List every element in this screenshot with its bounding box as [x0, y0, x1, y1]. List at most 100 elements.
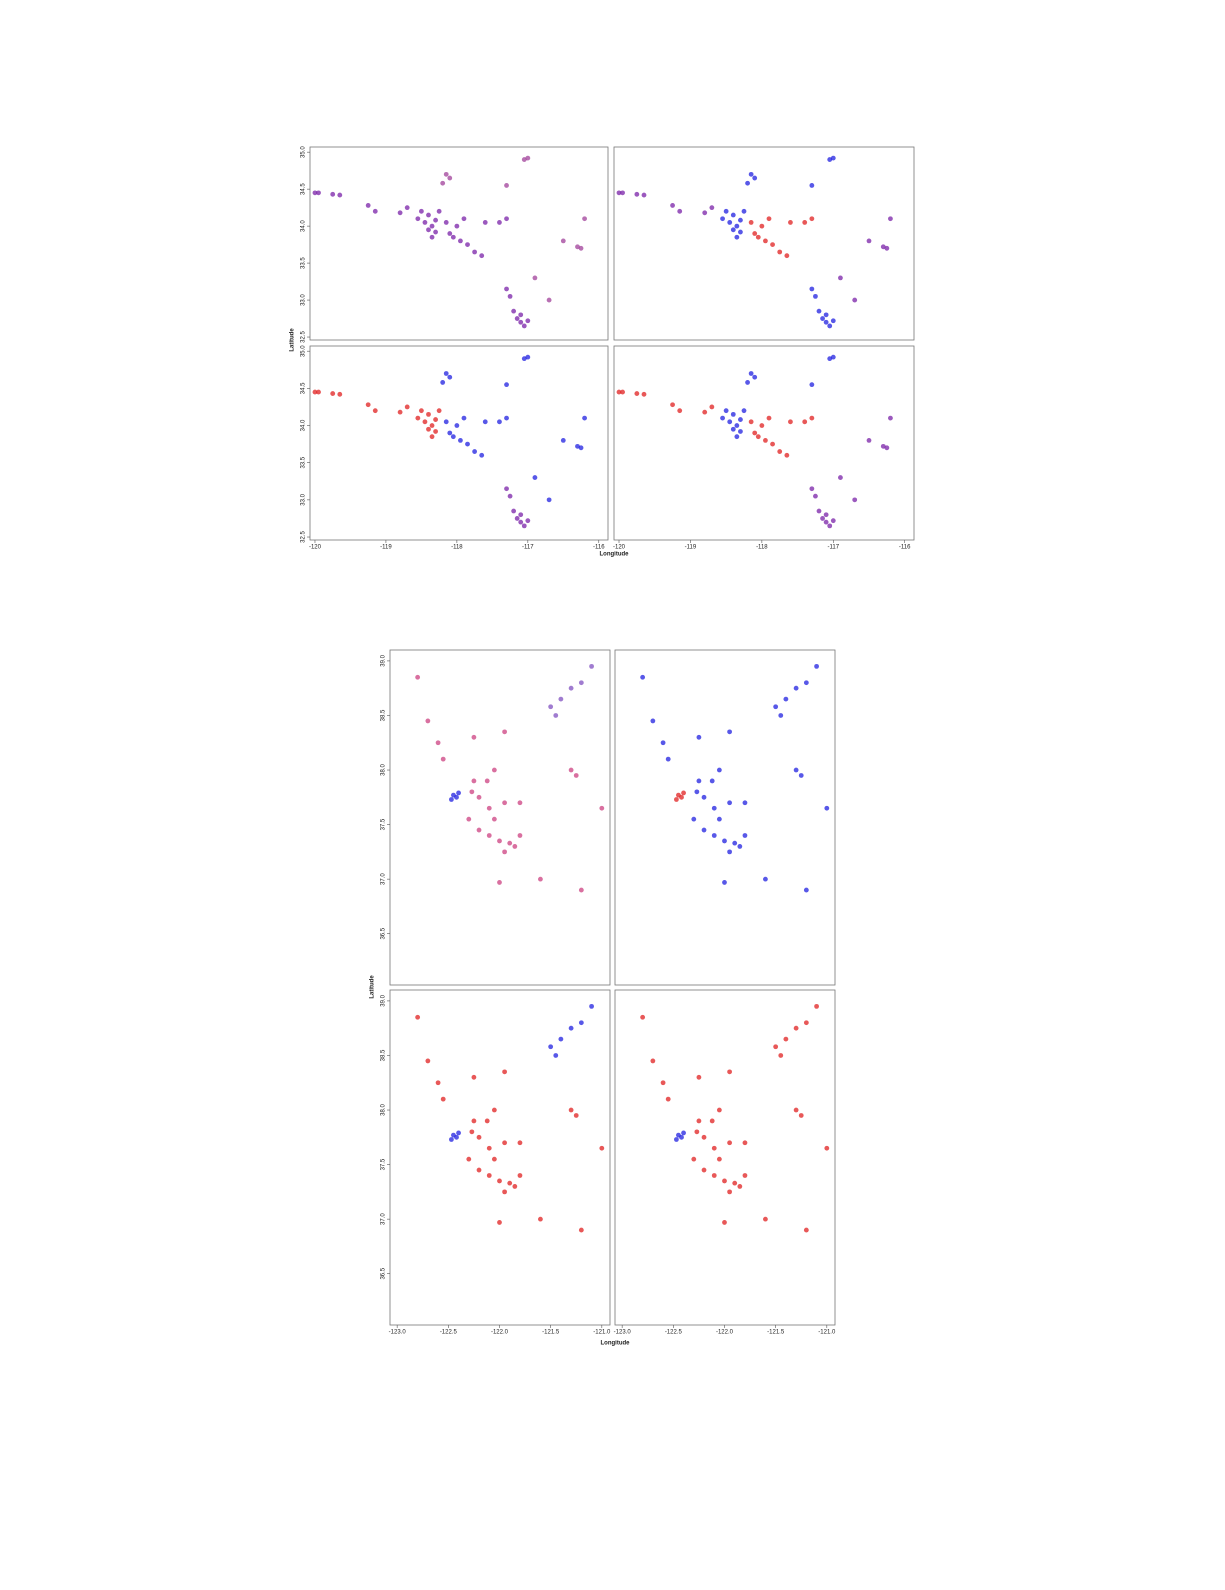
point [548, 1044, 554, 1050]
point [518, 319, 524, 325]
point [471, 734, 477, 740]
point [436, 208, 442, 214]
point [694, 1129, 700, 1135]
point [830, 354, 836, 360]
point [372, 408, 378, 414]
point [737, 1184, 743, 1189]
point [436, 408, 442, 414]
point [783, 1036, 789, 1042]
point [701, 827, 707, 833]
point [433, 217, 438, 223]
x-tick-label: -123.0 [614, 1330, 632, 1336]
point [716, 816, 722, 822]
point [507, 840, 513, 846]
point [763, 437, 768, 443]
point [802, 220, 808, 225]
point [433, 417, 438, 422]
point [709, 205, 715, 211]
point [504, 382, 509, 388]
point [521, 323, 527, 329]
point [691, 1156, 697, 1162]
point [435, 740, 441, 746]
point [568, 1107, 574, 1113]
point [440, 1096, 446, 1102]
point [777, 249, 783, 255]
point [702, 409, 708, 415]
point [479, 253, 485, 259]
point [793, 1025, 799, 1031]
point [443, 371, 449, 376]
panel-frame [613, 345, 915, 541]
point [770, 441, 775, 447]
point [616, 389, 622, 395]
point [502, 1189, 508, 1195]
point [838, 275, 843, 281]
point [734, 234, 740, 240]
point [560, 437, 566, 443]
point [440, 756, 446, 762]
point [670, 402, 675, 408]
y-tick-label: 37.5 [381, 818, 387, 830]
point [777, 449, 783, 454]
point [497, 1220, 502, 1225]
point [814, 663, 819, 669]
point [793, 685, 799, 691]
panel-frame [613, 146, 915, 341]
point [696, 1118, 702, 1124]
point [748, 419, 754, 425]
point [755, 234, 761, 240]
point [778, 713, 784, 718]
point [456, 1130, 461, 1136]
point [660, 740, 666, 746]
point [802, 419, 808, 425]
y-tick-label: 36.5 [381, 1267, 387, 1279]
point [316, 190, 321, 196]
point [741, 408, 747, 414]
point [809, 216, 815, 222]
point [476, 794, 482, 800]
point [722, 1178, 727, 1184]
y-tick-label: 32.5 [301, 531, 307, 543]
point [730, 411, 736, 417]
point [502, 849, 508, 855]
point [507, 293, 513, 299]
point [507, 1180, 513, 1186]
point [701, 1134, 707, 1140]
y-tick-label: 34.5 [301, 183, 307, 195]
x-tick-label: -122.0 [491, 1330, 509, 1336]
point [337, 192, 343, 198]
point [734, 423, 740, 428]
point [546, 297, 552, 303]
point [803, 1227, 809, 1233]
point [766, 216, 772, 222]
point [665, 1096, 671, 1102]
point [532, 275, 538, 281]
point [518, 312, 524, 318]
point [517, 833, 523, 838]
point [472, 449, 478, 454]
point [504, 286, 509, 292]
point [397, 210, 403, 216]
point [418, 208, 424, 214]
point [742, 833, 748, 838]
point [429, 223, 435, 229]
point [491, 1107, 497, 1113]
point [813, 293, 818, 299]
point [589, 1003, 594, 1009]
point [568, 685, 574, 691]
point [582, 216, 587, 222]
point [578, 1020, 584, 1026]
point [486, 1173, 492, 1178]
point [727, 1189, 733, 1195]
point [415, 415, 421, 421]
point [720, 415, 725, 421]
point [720, 216, 725, 222]
point [448, 1137, 454, 1142]
point [784, 452, 790, 458]
y-tick-label: 37.5 [381, 1158, 387, 1170]
point [525, 518, 531, 524]
point [727, 419, 733, 425]
point [599, 805, 605, 811]
point [447, 374, 453, 380]
